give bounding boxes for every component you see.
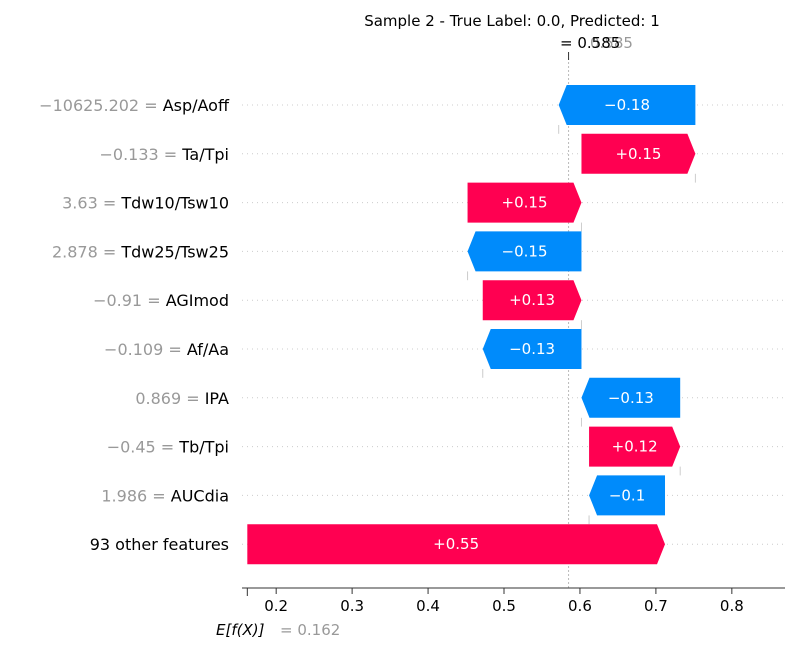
feature-name: Ta/Tpi	[181, 145, 229, 164]
base-label: E[f(X)]	[216, 621, 265, 639]
x-tick-label: 0.3	[340, 597, 364, 615]
bars-group: −0.18 +0.15 +0.15 −0.15 +0.13 −0.13 −0.13 +0.12…	[247, 85, 696, 565]
bar-5	[482, 329, 582, 369]
bar-value-label: +0.55	[433, 535, 479, 553]
bar-value-label: −0.13	[608, 389, 654, 407]
bar-value-label: +0.12	[612, 438, 658, 456]
feature-value: 0.869 =	[135, 389, 204, 408]
feature-label: −10625.202 = Asp/Aoff	[39, 96, 230, 115]
feature-label: −0.91 = AGImod	[93, 291, 229, 310]
feature-label: 2.878 = Tdw25/Tsw25	[52, 242, 229, 261]
x-tick-label: 0.4	[416, 597, 440, 615]
feature-value: 1.986 =	[101, 486, 170, 505]
x-tick-label: 0.7	[644, 597, 668, 615]
x-tick-label: 0.6	[568, 597, 592, 615]
bar-value-label: −0.13	[509, 340, 555, 358]
bar-value-label: −0.15	[502, 242, 548, 260]
feature-label: −0.109 = Af/Aa	[104, 340, 229, 359]
grid-lines	[242, 104, 785, 545]
feature-value: −0.133 =	[100, 145, 183, 164]
feature-name: Tdw25/Tsw25	[120, 242, 229, 261]
feature-label: −0.133 = Ta/Tpi	[100, 145, 230, 164]
feature-name: Af/Aa	[187, 340, 229, 359]
feature-name: Tb/Tpi	[178, 438, 229, 457]
x-tick-label: 0.8	[720, 597, 744, 615]
feature-label: −0.45 = Tb/Tpi	[107, 438, 229, 457]
feature-value: 2.878 =	[52, 242, 121, 261]
bar-3	[467, 231, 582, 272]
chart-title: Sample 2 - True Label: 0.0, Predicted: 1	[364, 12, 660, 30]
bar-0	[558, 85, 696, 125]
feature-value: −0.109 =	[104, 340, 187, 359]
feature-name: 93 other features	[90, 535, 229, 554]
bar-2	[467, 182, 582, 223]
feature-name: AGImod	[166, 291, 229, 310]
x-tick-label: 0.2	[264, 597, 288, 615]
row-labels-group: −10625.202 = Asp/Aoff −0.133 = Ta/Tpi 3.63…	[39, 96, 230, 554]
bar-value-label: +0.13	[509, 291, 555, 309]
feature-name: IPA	[205, 389, 229, 408]
feature-label: 93 other features	[90, 535, 229, 554]
x-tick-label: 0.5	[492, 597, 516, 615]
feature-value: −0.45 =	[107, 438, 180, 457]
bar-8	[589, 475, 666, 516]
bar-value-label: +0.15	[615, 145, 661, 163]
bar-9	[247, 524, 666, 565]
feature-name: Tdw10/Tsw10	[120, 194, 229, 213]
bar-value-label: +0.15	[502, 194, 548, 212]
bar-4	[482, 280, 582, 321]
base-value-label: = 0.162	[280, 621, 340, 639]
feature-value: −10625.202 =	[39, 96, 163, 115]
feature-value: 3.63 =	[62, 194, 121, 213]
feature-name: Asp/Aoff	[163, 96, 230, 115]
bar-7	[589, 426, 681, 467]
fx-label: = 0.585	[560, 34, 620, 52]
bar-1	[581, 133, 696, 174]
feature-label: 1.986 = AUCdia	[101, 486, 229, 505]
x-axis-ticks: 0.2 0.3 0.4 0.5 0.6 0.7 0.8	[246, 588, 744, 615]
feature-label: 3.63 = Tdw10/Tsw10	[62, 194, 229, 213]
bar-value-label: −0.18	[604, 96, 650, 114]
feature-label: 0.869 = IPA	[135, 389, 229, 408]
feature-name: AUCdia	[171, 486, 229, 505]
bar-value-label: −0.1	[609, 486, 645, 504]
fx-ghost-label: 0.585	[590, 34, 633, 52]
feature-value: −0.91 =	[93, 291, 166, 310]
bar-6	[581, 377, 681, 418]
